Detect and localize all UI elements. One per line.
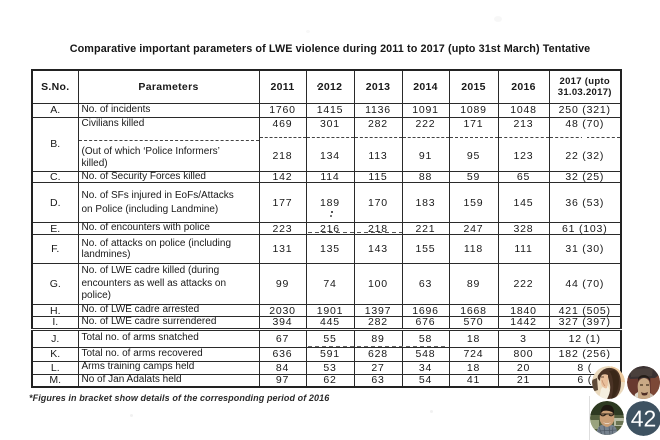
svg-text:42: 42: [630, 405, 656, 431]
